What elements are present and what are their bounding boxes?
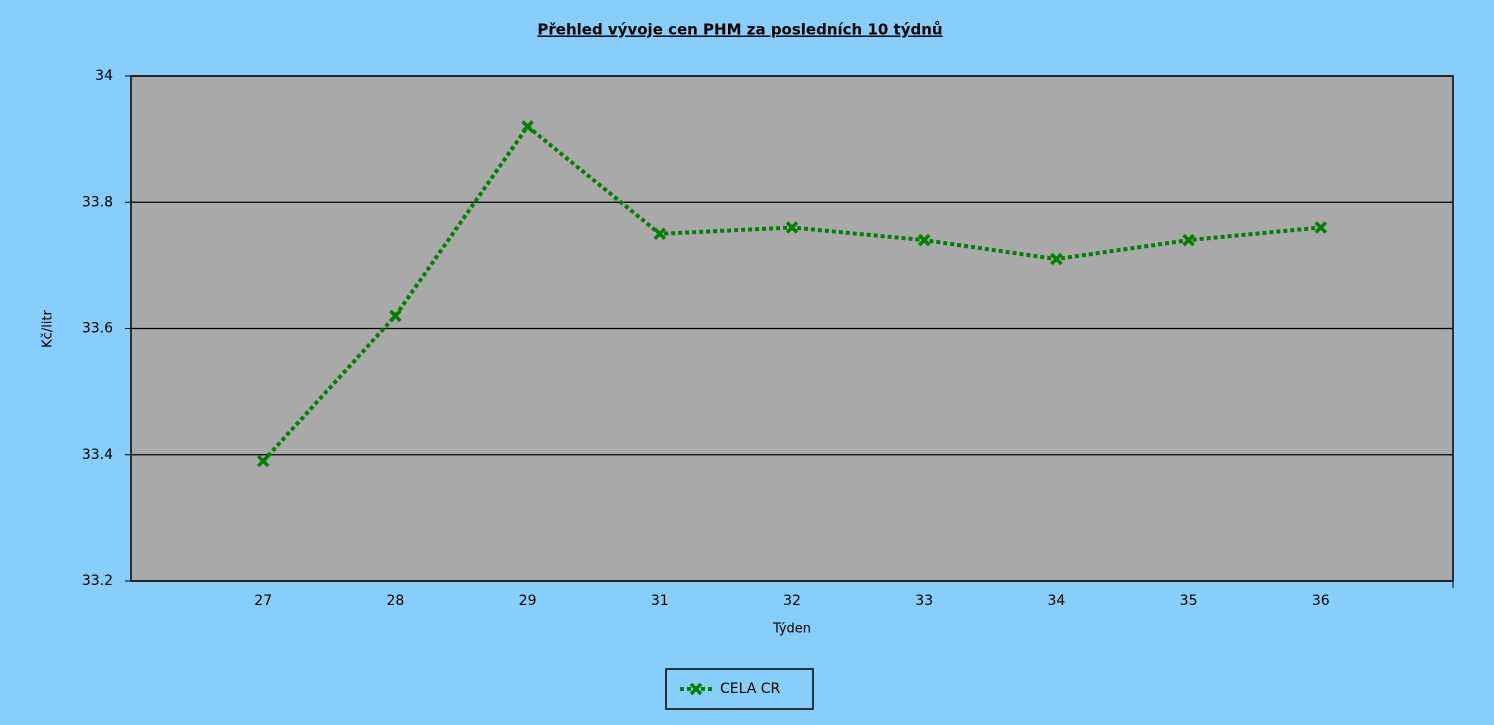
point-marker bbox=[521, 120, 534, 133]
point-marker bbox=[785, 221, 799, 234]
y-tick-label: 33.4 bbox=[82, 447, 113, 463]
y-tick-label: 33.2 bbox=[82, 573, 113, 589]
x-tick-label: 28 bbox=[386, 593, 404, 609]
y-tick-label: 34 bbox=[95, 68, 113, 84]
x-tick-label: 35 bbox=[1180, 593, 1198, 609]
y-tick-label: 33.8 bbox=[82, 194, 113, 210]
chart-title: Přehled vývoje cen PHM za posledních 10 … bbox=[537, 21, 942, 39]
x-axis-label: Týden bbox=[772, 622, 811, 637]
legend-box bbox=[665, 668, 814, 710]
legend-label: CELA CR bbox=[720, 681, 781, 697]
x-tick-label: 33 bbox=[915, 593, 933, 609]
point-marker bbox=[653, 227, 667, 241]
x-tick-label: 34 bbox=[1047, 593, 1065, 609]
y-tick-label: 33.6 bbox=[82, 321, 113, 337]
point-marker bbox=[256, 454, 270, 468]
x-tick-label: 31 bbox=[651, 593, 669, 609]
point-marker bbox=[1314, 221, 1328, 234]
point-marker bbox=[1182, 233, 1195, 247]
point-marker bbox=[389, 309, 402, 323]
x-tick-label: 27 bbox=[254, 593, 272, 609]
point-marker bbox=[689, 682, 703, 696]
point-marker bbox=[917, 233, 931, 247]
point-marker bbox=[1050, 252, 1063, 266]
x-tick-label: 36 bbox=[1312, 593, 1330, 609]
y-axis-label: Kč/litr bbox=[41, 309, 56, 347]
x-tick-label: 29 bbox=[519, 593, 537, 609]
x-tick-label: 32 bbox=[783, 593, 801, 609]
